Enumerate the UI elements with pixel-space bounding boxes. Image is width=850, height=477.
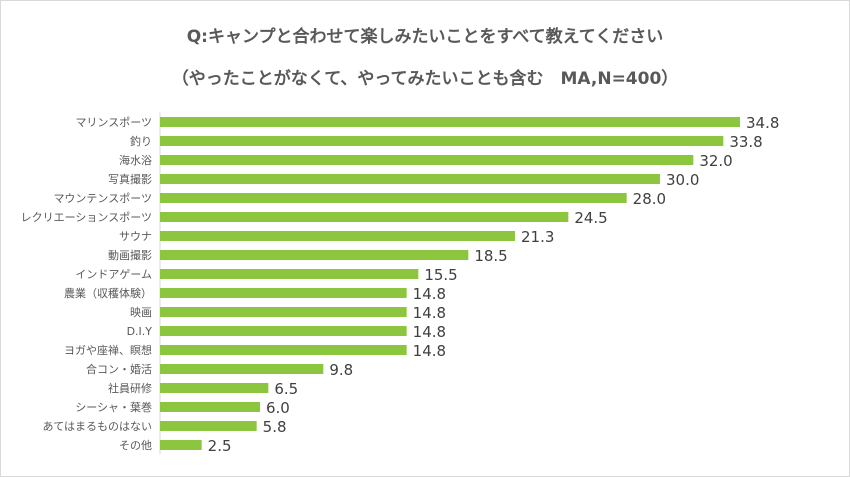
value-label: 32.0	[699, 152, 732, 170]
bar	[160, 250, 469, 260]
chart-title: Q:キャンプと合わせて楽しみたいことをすべて教えてください	[186, 27, 664, 47]
value-label: 28.0	[633, 190, 666, 208]
bar	[160, 364, 324, 374]
value-label: 15.5	[424, 266, 457, 284]
value-label: 24.5	[574, 209, 607, 227]
bar	[160, 117, 740, 127]
category-label: シーシャ・葉巻	[75, 400, 152, 414]
bar	[160, 421, 257, 431]
value-label: 33.8	[729, 133, 762, 151]
value-label: 6.0	[266, 399, 290, 417]
value-label: 30.0	[666, 171, 699, 189]
category-label: 海水浴	[119, 153, 152, 167]
bar	[160, 136, 724, 146]
value-label: 6.5	[274, 380, 298, 398]
category-label: その他	[119, 439, 152, 452]
category-label: 社員研修	[108, 381, 152, 395]
category-label: インドアゲーム	[75, 268, 152, 281]
value-label: 14.8	[413, 304, 446, 322]
bar	[160, 155, 694, 165]
category-label: 釣り	[130, 134, 152, 148]
category-label: サウナ	[119, 230, 152, 243]
bar	[160, 212, 569, 222]
bar	[160, 193, 627, 203]
category-label: マウンテンスポーツ	[53, 192, 152, 205]
value-label: 34.8	[746, 114, 779, 132]
category-label: 写真撮影	[108, 172, 152, 186]
category-label: レクリエーションスポーツ	[21, 211, 152, 224]
value-label: 21.3	[521, 228, 554, 246]
value-label: 2.5	[208, 437, 232, 455]
value-label: 5.8	[263, 418, 287, 436]
category-label: 映画	[130, 306, 152, 319]
chart-subtitle: （やったことがなくて、やってみたいことも含む MA,N=400）	[171, 69, 679, 89]
value-label: 18.5	[474, 247, 507, 265]
bar	[160, 402, 260, 412]
value-label: 14.8	[413, 285, 446, 303]
bar	[160, 326, 407, 336]
bar	[160, 345, 407, 355]
bar	[160, 174, 660, 184]
category-label: D.I.Y	[127, 325, 153, 338]
category-label: 農業（収穫体験）	[64, 286, 152, 300]
bar	[160, 231, 515, 241]
value-label: 9.8	[329, 361, 353, 379]
value-label: 14.8	[413, 342, 446, 360]
bar	[160, 383, 269, 393]
category-label: マリンスポーツ	[75, 116, 152, 129]
bar	[160, 269, 419, 279]
bar	[160, 288, 407, 298]
category-label: あてはまるものはない	[42, 420, 152, 433]
category-label: 合コン・婚活	[86, 362, 152, 376]
category-label: ヨガや座禅、瞑想	[64, 343, 152, 357]
category-label: 動画撮影	[108, 248, 152, 262]
bar	[160, 440, 202, 450]
value-label: 14.8	[413, 323, 446, 341]
bar	[160, 307, 407, 317]
